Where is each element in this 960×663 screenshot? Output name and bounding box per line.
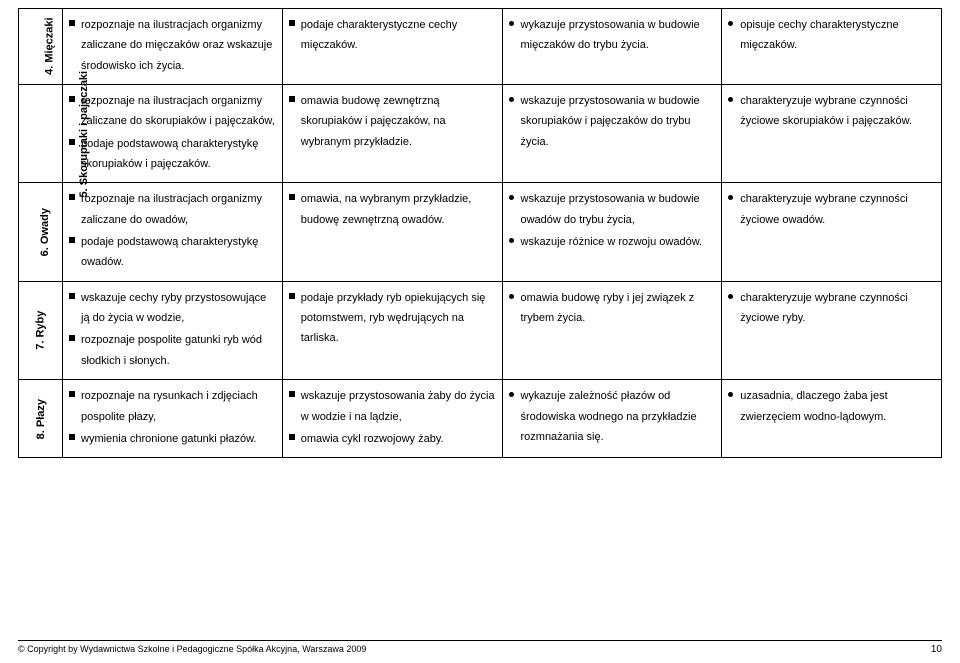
row-header: 4. Mięczaki [19,9,63,85]
list-item: charakteryzuje wybrane czynności życiowe… [728,189,935,230]
list-item: uzasadnia, dlaczego żaba jest zwierzęcie… [728,386,935,427]
table-cell: charakteryzuje wybrane czynności życiowe… [722,85,942,183]
table-cell: rozpoznaje na rysunkach i zdjęciach posp… [63,380,283,458]
table-cell: rozpoznaje na ilustracjach organizmy zal… [63,85,283,183]
item-list: wskazuje cechy ryby przystosowujące ją d… [69,288,276,371]
list-item: rozpoznaje na rysunkach i zdjęciach posp… [69,386,276,427]
item-list: wskazuje przystosowania żaby do życia w … [289,386,496,449]
table-cell: uzasadnia, dlaczego żaba jest zwierzęcie… [722,380,942,458]
table-row: 5. Skorupiaki i pajęczakirozpoznaje na i… [19,85,942,183]
item-list: rozpoznaje na rysunkach i zdjęciach posp… [69,386,276,449]
item-list: charakteryzuje wybrane czynności życiowe… [728,189,935,230]
table-cell: rozpoznaje na ilustracjach organizmy zal… [63,9,283,85]
table-row: 4. Mięczaki rozpoznaje na ilustracjach or… [19,9,942,85]
table-cell: charakteryzuje wybrane czynności życiowe… [722,281,942,379]
table-cell: wskazuje przystosowania żaby do życia w … [282,380,502,458]
list-item: rozpoznaje na ilustracjach organizmy zal… [69,91,276,132]
item-list: omawia budowę ryby i jej związek z trybe… [509,288,716,329]
list-item: wskazuje przystosowania w budowie owadów… [509,189,716,230]
list-item: wymienia chronione gatunki płazów. [69,429,276,449]
list-item: charakteryzuje wybrane czynności życiowe… [728,288,935,329]
table-cell: rozpoznaje na ilustracjach organizmy zal… [63,183,283,281]
item-list: wskazuje przystosowania w budowie owadów… [509,189,716,252]
copyright-text: © Copyright by Wydawnictwa Szkolne i Ped… [18,644,366,655]
item-list: charakteryzuje wybrane czynności życiowe… [728,288,935,329]
item-list: rozpoznaje na ilustracjach organizmy zal… [69,15,276,76]
row-header-label: 8. Płazy [31,398,51,438]
list-item: wskazuje przystosowania w budowie skorup… [509,91,716,152]
table-cell: omawia, na wybranym przykładzie, budowę … [282,183,502,281]
list-item: omawia cykl rozwojowy żaby. [289,429,496,449]
list-item: rozpoznaje pospolite gatunki ryb wód sło… [69,330,276,371]
table-cell: wykazuje zależność płazów od środowiska … [502,380,722,458]
table-cell: podaje przykłady ryb opiekujących się po… [282,281,502,379]
list-item: podaje podstawową charakterystykę skorup… [69,134,276,175]
table-cell: wskazuje przystosowania w budowie owadów… [502,183,722,281]
row-header: 5. Skorupiaki i pajęczaki [19,85,63,183]
item-list: rozpoznaje na ilustracjach organizmy zal… [69,189,276,272]
row-header: 8. Płazy [19,380,63,458]
list-item: rozpoznaje na ilustracjach organizmy zal… [69,189,276,230]
table-cell: charakteryzuje wybrane czynności życiowe… [722,183,942,281]
item-list: omawia, na wybranym przykładzie, budowę … [289,189,496,230]
item-list: podaje charakterystyczne cechy mięczaków… [289,15,496,56]
list-item: omawia budowę zewnętrzną skorupiaków i p… [289,91,496,152]
list-item: wskazuje cechy ryby przystosowujące ją d… [69,288,276,329]
row-header: 7. Ryby [19,281,63,379]
list-item: charakteryzuje wybrane czynności życiowe… [728,91,935,132]
table-row: 7. Ryby wskazuje cechy ryby przystosowują… [19,281,942,379]
item-list: uzasadnia, dlaczego żaba jest zwierzęcie… [728,386,935,427]
list-item: wskazuje przystosowania żaby do życia w … [289,386,496,427]
list-item: podaje podstawową charakterystykę owadów… [69,232,276,273]
table-cell: opisuje cechy charakterystyczne mięczakó… [722,9,942,85]
item-list: wykazuje przystosowania w budowie mięcza… [509,15,716,56]
item-list: opisuje cechy charakterystyczne mięczakó… [728,15,935,56]
list-item: podaje charakterystyczne cechy mięczaków… [289,15,496,56]
list-item: podaje przykłady ryb opiekujących się po… [289,288,496,349]
list-item: wykazuje przystosowania w budowie mięcza… [509,15,716,56]
item-list: rozpoznaje na ilustracjach organizmy zal… [69,91,276,174]
page: 4. Mięczaki rozpoznaje na ilustracjach or… [0,0,960,663]
item-list: charakteryzuje wybrane czynności życiowe… [728,91,935,132]
item-list: podaje przykłady ryb opiekujących się po… [289,288,496,349]
list-item: wskazuje różnice w rozwoju owadów. [509,232,716,252]
row-header: 6. Owady [19,183,63,281]
curriculum-table: 4. Mięczaki rozpoznaje na ilustracjach or… [18,8,942,458]
table-cell: wskazuje przystosowania w budowie skorup… [502,85,722,183]
page-number: 10 [931,644,942,655]
list-item: omawia, na wybranym przykładzie, budowę … [289,189,496,230]
table-cell: wykazuje przystosowania w budowie mięcza… [502,9,722,85]
list-item: opisuje cechy charakterystyczne mięczakó… [728,15,935,56]
table-cell: wskazuje cechy ryby przystosowujące ją d… [63,281,283,379]
row-header-label: 7. Ryby [30,311,50,350]
row-header-label: 6. Owady [35,208,55,256]
item-list: wskazuje przystosowania w budowie skorup… [509,91,716,152]
table-row: 8. Płazy rozpoznaje na rysunkach i zdjęci… [19,380,942,458]
row-header-label: 4. Mięczaki [40,18,60,75]
page-footer: © Copyright by Wydawnictwa Szkolne i Ped… [18,640,942,655]
list-item: rozpoznaje na ilustracjach organizmy zal… [69,15,276,76]
item-list: omawia budowę zewnętrzną skorupiaków i p… [289,91,496,152]
list-item: wykazuje zależność płazów od środowiska … [509,386,716,447]
item-list: wykazuje zależność płazów od środowiska … [509,386,716,447]
table-cell: podaje charakterystyczne cechy mięczaków… [282,9,502,85]
list-item: omawia budowę ryby i jej związek z trybe… [509,288,716,329]
table-row: 6. Owady rozpoznaje na ilustracjach organ… [19,183,942,281]
table-cell: omawia budowę ryby i jej związek z trybe… [502,281,722,379]
table-cell: omawia budowę zewnętrzną skorupiaków i p… [282,85,502,183]
